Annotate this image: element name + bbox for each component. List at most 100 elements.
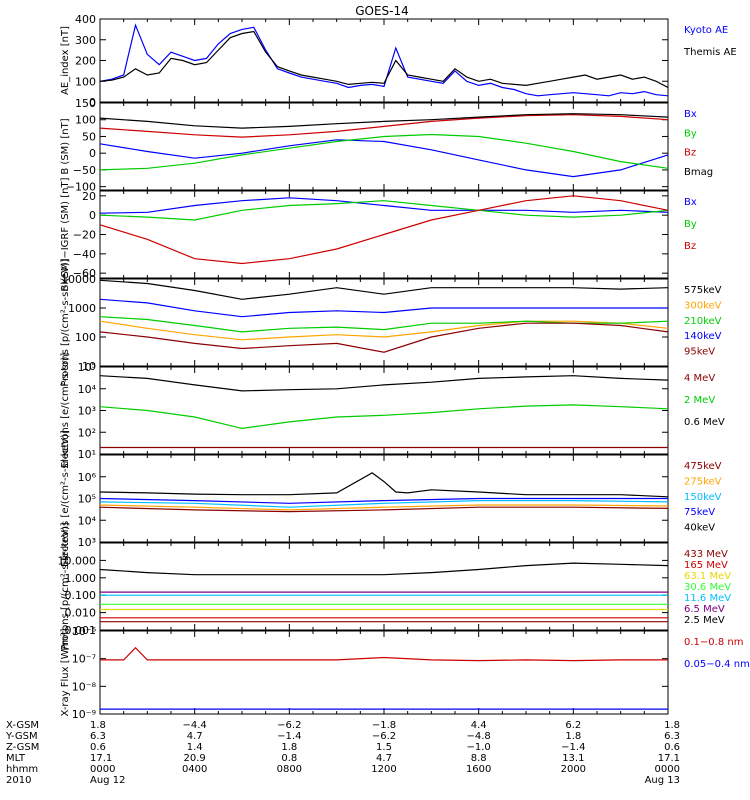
panel-frame (99, 366, 669, 455)
y-axis-label: B (SM) [nT] (60, 118, 71, 174)
y-tick-label: 10³ (78, 405, 96, 418)
x-axis-value: −6.2 (372, 731, 396, 742)
y-tick-label: 10⁻⁹ (72, 708, 96, 721)
x-axis-value: 8.8 (471, 753, 487, 764)
legend-210kev: 210keV (684, 316, 722, 327)
x-axis-value: 6.2 (565, 720, 581, 731)
y-tick-label: 100 (75, 331, 96, 344)
y-tick-label: −20 (73, 229, 96, 242)
series-by (99, 200, 669, 221)
series-0-6-mev (99, 375, 669, 392)
panel-frame (99, 18, 669, 103)
series-210kev (99, 316, 669, 333)
y-tick-label: 10¹ (78, 448, 96, 461)
y-tick-label: −60 (73, 267, 96, 280)
y-tick-label: 10⁻⁶ (72, 625, 97, 638)
x-axis-value: 2000 (561, 764, 586, 775)
series-275kev (99, 504, 669, 511)
legend-2-mev: 2 MeV (684, 395, 715, 406)
legend-6-5-mev: 6.5 MeV (684, 604, 725, 615)
panel-electrons1: 10⁵ 10⁴ 10³ 10² 10¹ Electrons [e/(cm²-s-sr)] 4… (60, 353, 725, 469)
series-95kev (99, 322, 669, 353)
y-tick-label: 0.010 (65, 607, 97, 620)
y-tick-label: 10² (78, 426, 96, 439)
series-bx (99, 139, 669, 178)
legend-0-6-mev: 0.6 MeV (684, 417, 725, 428)
x-axis-value: 1.8 (90, 720, 106, 731)
y-tick-label: 10⁻⁷ (72, 653, 96, 666)
panel-frame (99, 630, 669, 715)
x-axis-value: 6.3 (664, 731, 680, 742)
panel-electrons2: 10⁶ 10⁵ 10⁴ 10³ Electrons [e/(cm²-s-sr-keV)]… (60, 430, 722, 567)
x-axis-value: 1600 (466, 764, 491, 775)
y-axis-label: Electrons [e/(cm²-s-sr)] (60, 353, 71, 469)
x-axis-value: −1.4 (561, 742, 585, 753)
panel-bsm: 150 100 50 0 −50 −100 B (SM) [nT] Bx By Bz Bmag (60, 97, 713, 194)
series-bz (99, 195, 669, 265)
series-bx (99, 197, 669, 214)
series-140kev (99, 298, 668, 318)
x-axis-value: 17.1 (90, 753, 112, 764)
y-axis-label: AE_index [nT] (60, 26, 71, 95)
y-tick-label: 10³ (78, 536, 96, 549)
y-tick-label: 0.001 (65, 624, 97, 637)
legend-bmag: Bmag (684, 167, 713, 178)
y-tick-label: 50 (82, 130, 96, 143)
x-axis-value: Aug 13 (645, 775, 680, 786)
x-row-label: hhmm (6, 764, 38, 775)
panel-xray: 10⁻⁶ 10⁻⁷ 10⁻⁸ 10⁻⁹X-ray Flux [W/m²] 0.1−0.8… (60, 625, 750, 721)
y-tick-label: 10⁵ (78, 361, 96, 374)
y-axis-label: X-ray Flux [W/m²] (60, 628, 71, 716)
legend-300kev: 300keV (684, 300, 722, 311)
x-axis-value: 4.4 (471, 720, 487, 731)
y-tick-label: 200 (75, 55, 96, 68)
y-tick-label: 1.000 (65, 572, 97, 585)
legend-bz: Bz (684, 148, 696, 159)
y-axis-label: B (SM)−IGRF (SM) [nT] (60, 177, 71, 291)
x-axis-value: −4.4 (183, 720, 207, 731)
x-axis-value: 1.4 (187, 742, 203, 753)
series-150kev (99, 500, 669, 508)
series-themis-ae (99, 30, 669, 89)
x-axis-value: 4.7 (187, 731, 203, 742)
panel-frame (99, 102, 669, 191)
y-tick-label: 0.100 (65, 589, 97, 602)
x-axis-value: 20.9 (184, 753, 206, 764)
x-axis-value: 1.8 (664, 720, 680, 731)
x-axis-value: 4.7 (376, 753, 392, 764)
x-axis-value: −1.0 (467, 742, 491, 753)
y-tick-label: 0 (89, 209, 96, 222)
legend-kyoto-ae: Kyoto AE (684, 25, 728, 36)
y-tick-label: 10⁴ (78, 383, 97, 396)
y-tick-label: 10000 (61, 273, 96, 286)
x-axis-value: 1.8 (281, 742, 297, 753)
panel-ae: 0 100 200 300 400 AE_index [nT] Kyoto AE Themis… (60, 13, 737, 109)
y-tick-label: 10⁻⁸ (72, 680, 97, 693)
y-tick-label: 10⁶ (78, 471, 97, 484)
y-tick-label: 10⁵ (78, 493, 96, 506)
x-axis-value: 1200 (371, 764, 396, 775)
legend-bz: Bz (684, 241, 696, 252)
legend-0-1-0-8-nm: 0.1−0.8 nm (684, 637, 743, 648)
legend-63-1-mev: 63.1 MeV (684, 571, 731, 582)
y-tick-label: 20 (82, 190, 96, 203)
series-575kev (99, 279, 669, 300)
y-tick-label: 10 (82, 360, 96, 373)
series-475kev (99, 506, 669, 513)
legend-95kev: 95keV (684, 347, 715, 358)
x-axis-value: 1.5 (376, 742, 392, 753)
panel-frame (99, 278, 669, 367)
x-axis-value: 6.3 (90, 731, 106, 742)
y-tick-label: −40 (73, 248, 96, 261)
y-tick-label: 0 (89, 96, 96, 109)
series-bmag (99, 113, 669, 129)
y-tick-label: 150 (75, 97, 96, 110)
y-tick-label: 10⁴ (78, 514, 97, 527)
x-row-label: 2010 (6, 775, 31, 786)
legend-bx: Bx (684, 109, 697, 120)
y-tick-label: −50 (73, 164, 96, 177)
x-row-label: X-GSM (6, 720, 39, 731)
legend-275kev: 275keV (684, 476, 722, 487)
legend-2-5-mev: 2.5 MeV (684, 615, 725, 626)
